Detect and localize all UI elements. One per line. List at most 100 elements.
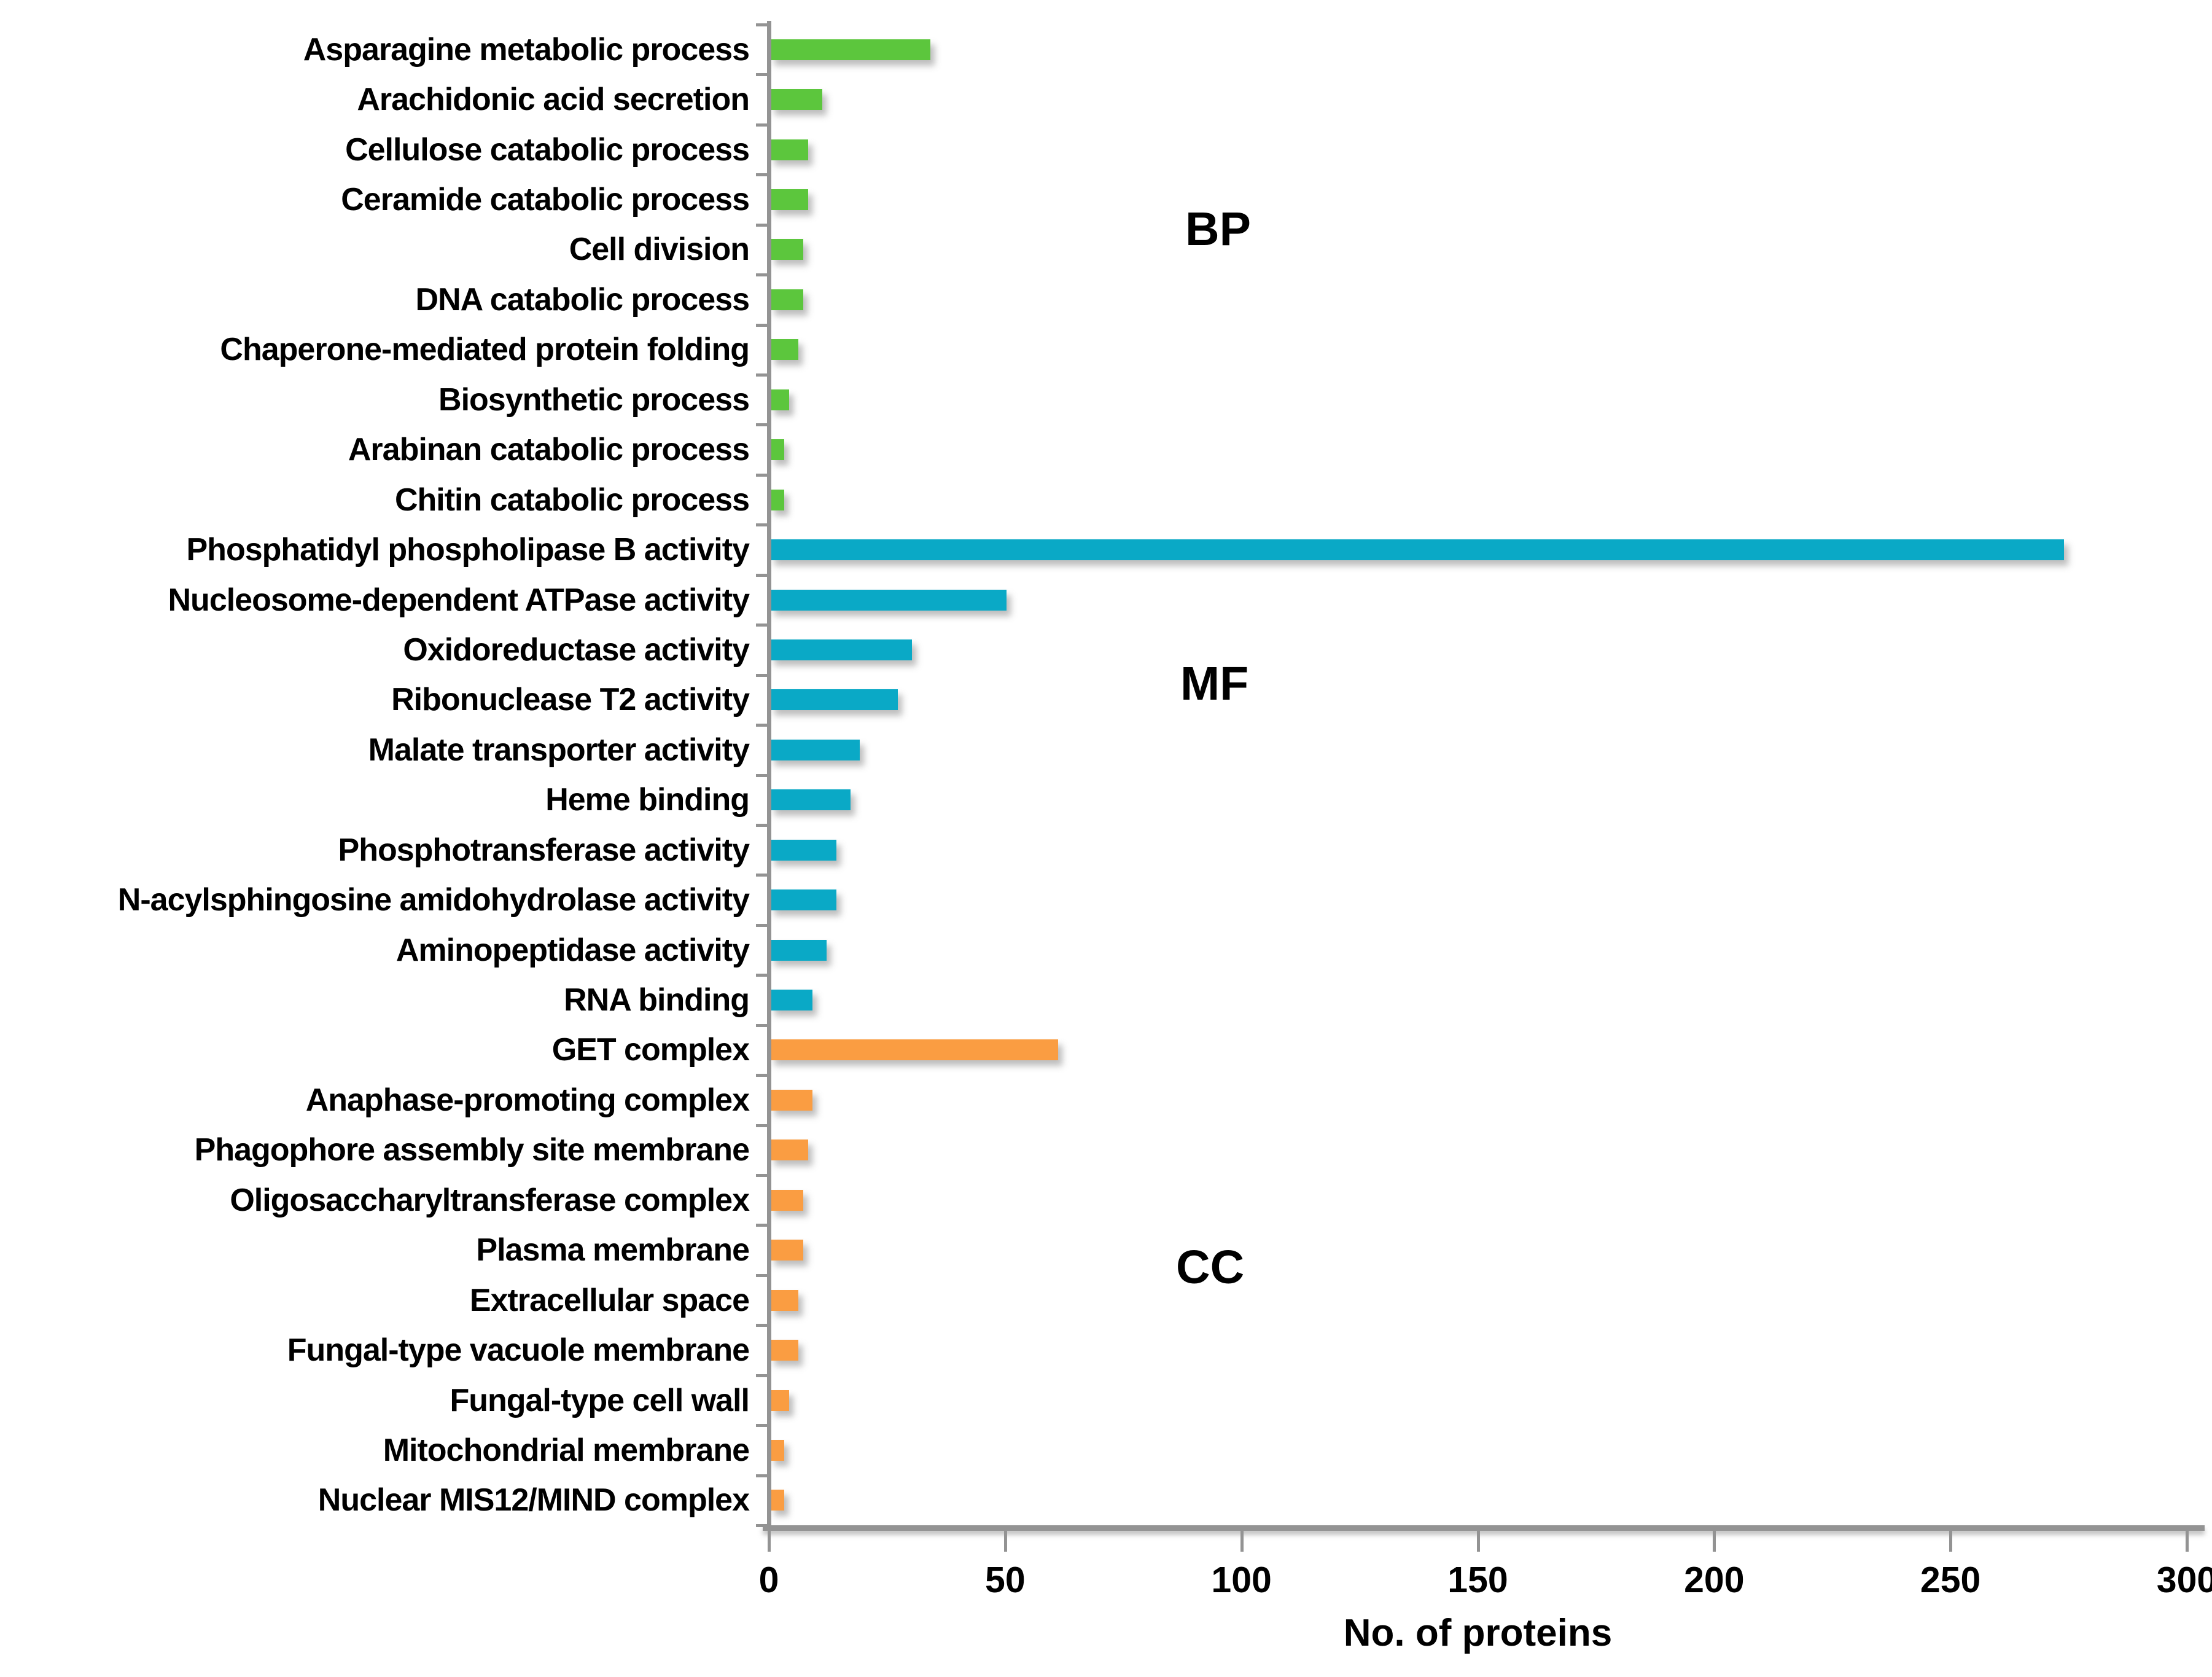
y-axis-tick (756, 1224, 767, 1227)
y-axis-tick (756, 73, 767, 77)
category-label: Asparagine metabolic process (303, 31, 750, 68)
bar-bp-34 (770, 39, 931, 60)
category-label: Arachidonic acid secretion (357, 82, 750, 118)
y-axis-tick (756, 624, 767, 627)
chart-row: Chaperone-mediated protein folding (0, 325, 2187, 375)
category-label: Nuclear MIS12/MIND complex (317, 1482, 750, 1519)
chart-row: Mitochondrial membrane (0, 1425, 2187, 1475)
bar-bp-8 (770, 189, 808, 211)
chart-row: DNA catabolic process (0, 275, 2187, 324)
chart-row: Asparagine metabolic process (0, 25, 2187, 74)
chart-row: Cell division (0, 225, 2187, 275)
chart-row: GET complex (0, 1025, 2187, 1075)
bar-mf-30 (770, 639, 912, 660)
y-axis-tick (756, 1273, 767, 1277)
row-track (770, 1025, 2187, 1075)
category-label: Fungal-type cell wall (450, 1382, 750, 1418)
chart-row: Phosphotransferase activity (0, 825, 2187, 875)
category-label: Biosynthetic process (438, 381, 750, 418)
bar-mf-50 (770, 589, 1007, 611)
row-track (770, 1125, 2187, 1175)
chart-row: Plasma membrane (0, 1226, 2187, 1275)
chart-row: Phagophore assembly site membrane (0, 1125, 2187, 1175)
bar-bp-3 (770, 439, 785, 461)
y-axis-tick (756, 724, 767, 727)
bar-mf-19 (770, 739, 860, 760)
bar-mf-274 (770, 539, 2065, 561)
chart-row: Oxidoreductase activity (0, 625, 2187, 674)
y-axis-tick (756, 1324, 767, 1327)
row-track (770, 25, 2187, 74)
category-label: Aminopeptidase activity (395, 932, 750, 968)
y-axis-tick (756, 1424, 767, 1428)
x-axis-tick-label: 200 (1684, 1560, 1745, 1600)
row-track (770, 1375, 2187, 1425)
row-track (770, 525, 2187, 574)
chart-row: Chitin catabolic process (0, 475, 2187, 525)
category-label: Cell division (569, 232, 750, 268)
row-track (770, 225, 2187, 275)
bar-cc-61 (770, 1039, 1059, 1061)
row-track (770, 775, 2187, 825)
category-label: Fungal-type vacuole membrane (287, 1332, 750, 1369)
category-label: Oxidoreductase activity (403, 631, 750, 668)
y-axis-tick (756, 1023, 767, 1027)
y-axis-ticks (756, 23, 767, 1527)
bar-bp-6 (770, 339, 799, 361)
chart-row: Heme binding (0, 775, 2187, 825)
category-label: Chitin catabolic process (394, 482, 750, 518)
category-label: Ceramide catabolic process (341, 182, 750, 218)
x-axis-tick-label: 300 (2156, 1560, 2212, 1600)
row-track (770, 1275, 2187, 1325)
row-track (770, 825, 2187, 875)
group-label-cc: CC (1176, 1241, 1245, 1294)
category-label: Phosphatidyl phospholipase B activity (186, 532, 750, 568)
bar-bp-11 (770, 89, 822, 111)
category-label: Mitochondrial membrane (383, 1432, 750, 1468)
y-axis-tick (756, 1124, 767, 1127)
category-label: Plasma membrane (476, 1232, 750, 1268)
category-label: Arabinan catabolic process (348, 432, 750, 468)
chart-row: Arachidonic acid secretion (0, 74, 2187, 124)
category-label: Cellulose catabolic process (345, 131, 750, 168)
row-track (770, 925, 2187, 975)
y-axis-line (767, 21, 771, 1531)
x-axis-tick-label: 100 (1211, 1560, 1272, 1600)
bar-mf-9 (770, 990, 813, 1011)
row-track (770, 1425, 2187, 1475)
y-axis-tick (756, 123, 767, 127)
row-track (770, 174, 2187, 224)
row-track (770, 125, 2187, 174)
y-axis-tick (756, 673, 767, 677)
bar-bp-4 (770, 389, 789, 410)
y-axis-tick (756, 1074, 767, 1077)
chart-row: Arabinan catabolic process (0, 425, 2187, 475)
y-axis-tick (756, 223, 767, 227)
chart-row: N-acylsphingosine amidohydrolase activit… (0, 875, 2187, 925)
bar-bp-7 (770, 289, 803, 310)
bar-cc-3 (770, 1490, 785, 1511)
y-axis-tick (756, 1474, 767, 1477)
chart-row: Malate transporter activity (0, 725, 2187, 775)
y-axis-tick (756, 874, 767, 877)
y-axis-tick (756, 523, 767, 527)
x-axis-tick-labels: 0 50 100 150 200 250 300 (759, 1560, 2212, 1605)
y-axis-tick (756, 323, 767, 327)
x-axis-tick (1713, 1531, 1716, 1552)
row-track (770, 375, 2187, 424)
bar-cc-6 (770, 1289, 799, 1311)
x-axis-ticks (768, 1531, 2189, 1552)
category-label: RNA binding (564, 982, 750, 1018)
row-track (770, 725, 2187, 775)
bar-mf-17 (770, 789, 851, 811)
bar-mf-27 (770, 689, 898, 711)
chart-row: Ribonuclease T2 activity (0, 675, 2187, 725)
category-label: GET complex (551, 1032, 750, 1068)
chart-row: Ceramide catabolic process (0, 174, 2187, 224)
row-track (770, 675, 2187, 725)
x-axis-tick-label: 250 (1920, 1560, 1981, 1600)
x-axis-line (763, 1525, 2205, 1531)
row-track (770, 1175, 2187, 1225)
chart-row: Fungal-type vacuole membrane (0, 1325, 2187, 1375)
